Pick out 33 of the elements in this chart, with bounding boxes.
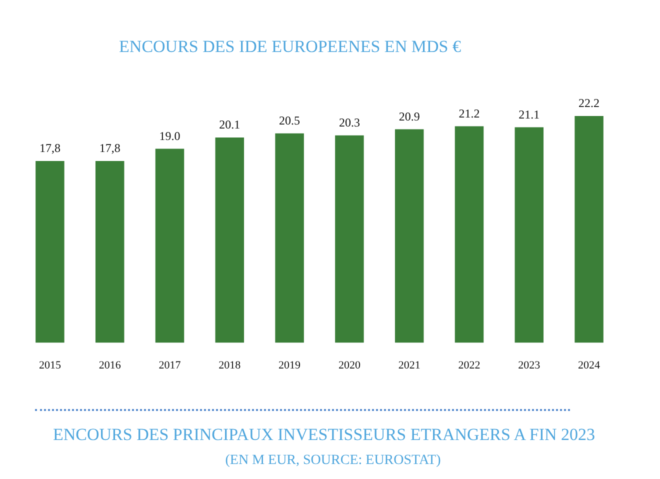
data-label: 19.0 [159, 128, 180, 143]
data-label: 20.5 [279, 114, 300, 128]
bar [215, 137, 244, 343]
x-tick-label: 2024 [578, 359, 601, 372]
x-tick-label: 2020 [338, 359, 361, 372]
x-tick-label: 2021 [398, 359, 420, 372]
data-label: 20.1 [219, 118, 240, 132]
x-tick-label: 2018 [218, 359, 242, 372]
x-tick-label: 2017 [158, 359, 182, 372]
data-label: 20.3 [338, 116, 360, 130]
x-tick-label: 2019 [278, 359, 302, 372]
bar [155, 148, 184, 343]
data-label: 21.2 [458, 106, 480, 120]
bar [36, 160, 64, 343]
x-tick-label: 2015 [38, 359, 62, 372]
data-label: 17,8 [99, 141, 120, 156]
x-tick-label: 2022 [458, 359, 480, 372]
bar [275, 133, 304, 343]
bar [394, 129, 424, 343]
bar [574, 116, 604, 343]
text: ENCOURS DES PRINCIPAUX INVESTISSEURS ETRANGERS A FIN 2023 [52, 424, 596, 446]
bar [454, 126, 484, 343]
x-tick-label: 2023 [518, 359, 541, 372]
data-label: 17,8 [39, 141, 60, 156]
text: (EN M EUR, SOURCE: EUROSTAT) [224, 452, 442, 470]
data-label: 21.1 [518, 107, 540, 122]
data-label: 22.2 [578, 96, 600, 110]
bar [95, 160, 124, 343]
x-tick-label: 2016 [98, 359, 122, 372]
bar [514, 127, 544, 343]
data-label: 20.9 [398, 109, 420, 124]
chart-title: ENCOURS DES IDE EUROPEENES EN MDS € [118, 36, 462, 58]
bar [335, 135, 364, 343]
